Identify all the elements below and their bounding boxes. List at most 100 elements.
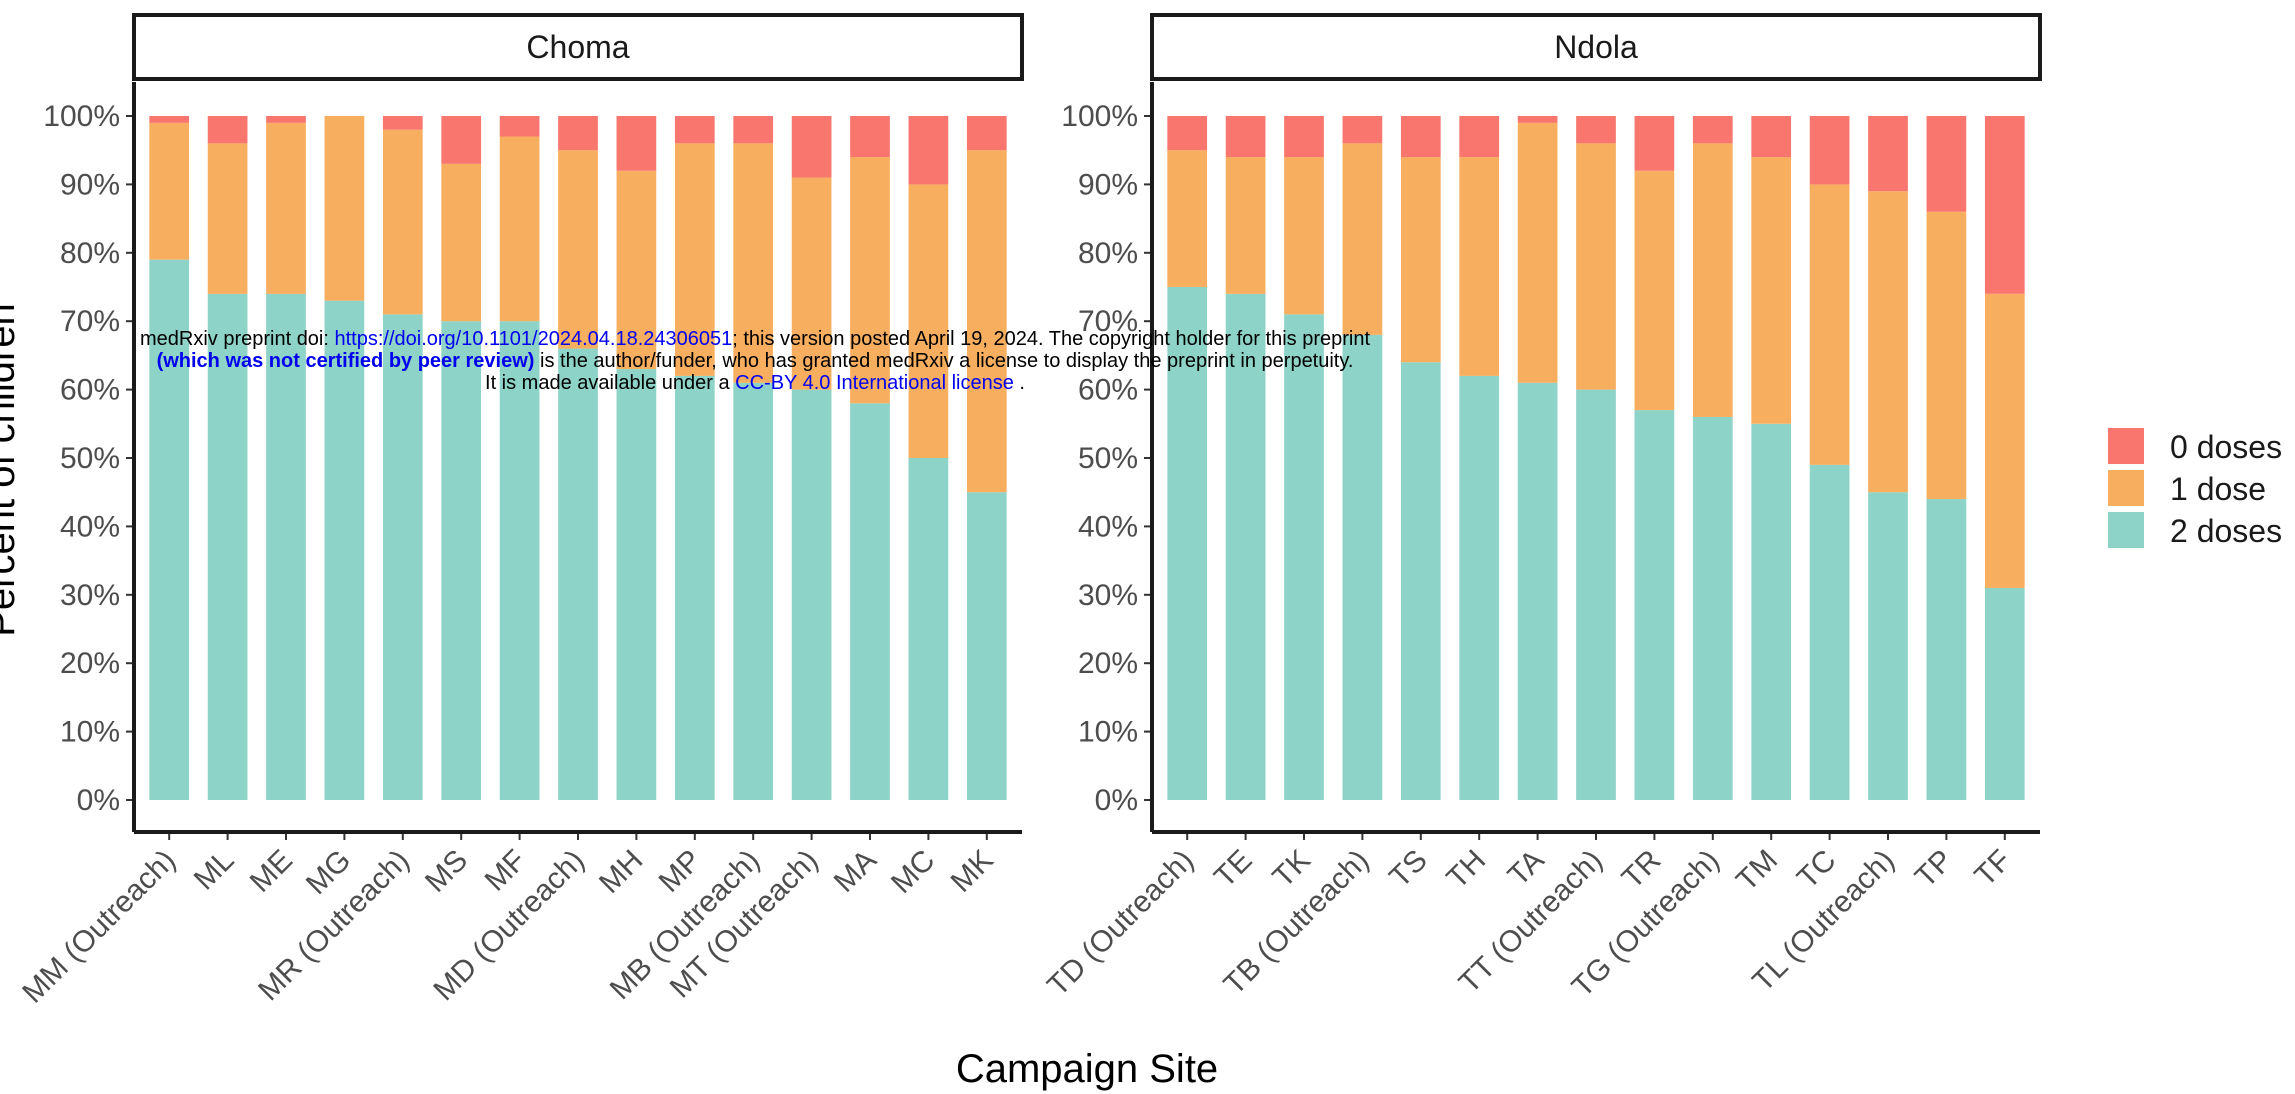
y-tick-label: 90% bbox=[60, 168, 120, 201]
bar-2-doses bbox=[1634, 410, 1675, 800]
bar-2-doses bbox=[733, 382, 774, 800]
bar-2-doses bbox=[1984, 587, 2025, 800]
y-axis-title: Percent of children bbox=[0, 303, 23, 637]
y-tick-label: 30% bbox=[1078, 579, 1138, 612]
x-tick-label: MM (Outreach) bbox=[16, 844, 182, 1010]
x-tick-label: TH bbox=[1441, 844, 1493, 896]
chart-legend: 0 doses 1 dose 2 doses bbox=[2108, 428, 2282, 549]
bar-1-dose bbox=[1400, 157, 1441, 363]
bar-2-doses bbox=[499, 321, 540, 800]
x-tick-label: MA bbox=[828, 844, 883, 899]
bar-1-dose bbox=[499, 136, 540, 322]
y-tick-label: 80% bbox=[60, 237, 120, 270]
bar-0-doses bbox=[733, 116, 774, 144]
bar-2-doses bbox=[441, 321, 482, 800]
y-tick-label: 60% bbox=[1078, 374, 1138, 407]
bar-2-doses bbox=[1809, 464, 1850, 800]
bar-0-doses bbox=[1225, 116, 1266, 158]
bar-0-doses bbox=[1576, 116, 1616, 144]
bar-1-dose bbox=[1692, 143, 1733, 417]
watermark-doi-prefix: medRxiv preprint doi: bbox=[139, 328, 335, 350]
y-tick-label: 30% bbox=[60, 579, 120, 612]
x-tick-label: TP bbox=[1909, 844, 1959, 894]
watermark-availability-prefix: It is made available under a bbox=[485, 372, 736, 394]
bar-1-dose bbox=[1868, 191, 1908, 493]
x-tick-label: ME bbox=[244, 844, 299, 899]
y-tick-label: 90% bbox=[1078, 168, 1138, 201]
doi-link[interactable]: https://doi.org/10.1101/2024.04.18.24306… bbox=[334, 328, 733, 350]
y-tick-label: 50% bbox=[60, 442, 120, 475]
watermark-line-2: (which was not certified by peer review)… bbox=[0, 350, 1510, 372]
legend-swatch bbox=[2108, 470, 2144, 506]
facet-strip bbox=[132, 13, 1024, 81]
bar-2-doses bbox=[207, 293, 248, 800]
y-tick-label: 60% bbox=[60, 374, 120, 407]
bar-0-doses bbox=[1926, 116, 1967, 212]
bar-1-dose bbox=[207, 143, 248, 294]
y-tick-label: 0% bbox=[1095, 784, 1138, 817]
x-tick-label: TM bbox=[1730, 844, 1784, 898]
bar-2-doses bbox=[1868, 492, 1908, 800]
bar-0-doses bbox=[1167, 116, 1208, 151]
x-tick-label: ML bbox=[188, 844, 241, 897]
bar-1-dose bbox=[1576, 143, 1616, 390]
bar-0-doses bbox=[674, 116, 715, 144]
bar-1-dose bbox=[266, 122, 306, 294]
legend-label: 2 doses bbox=[2170, 513, 2282, 549]
legend-swatch bbox=[2108, 428, 2144, 464]
facet-strip-label: Choma bbox=[526, 29, 629, 65]
bar-1-dose bbox=[1342, 143, 1383, 335]
watermark-doi-suffix: ; this version posted April 19, 2024. Th… bbox=[732, 328, 1371, 350]
bar-0-doses bbox=[1809, 116, 1850, 185]
y-tick-label: 70% bbox=[1078, 305, 1138, 338]
bar-2-doses bbox=[1400, 362, 1441, 800]
y-tick-label: 20% bbox=[1078, 647, 1138, 680]
watermark-license-text: is the author/funder, who has granted me… bbox=[534, 350, 1354, 372]
bar-0-doses bbox=[441, 116, 482, 164]
bar-0-doses bbox=[850, 116, 890, 158]
bar-1-dose bbox=[733, 143, 774, 383]
bar-1-dose bbox=[908, 184, 949, 458]
facet-strip-label: Ndola bbox=[1554, 29, 1638, 65]
watermark-availability-suffix: . bbox=[1013, 372, 1025, 394]
bar-2-doses bbox=[1284, 314, 1324, 800]
watermark-peer-review-note: (which was not certified by peer review) bbox=[156, 350, 535, 372]
bar-1-dose bbox=[616, 170, 657, 370]
bar-2-doses bbox=[149, 259, 190, 800]
bar-0-doses bbox=[1692, 116, 1733, 144]
bar-2-doses bbox=[850, 403, 890, 800]
bar-1-dose bbox=[1751, 157, 1792, 424]
bar-0-doses bbox=[1517, 116, 1558, 123]
x-tick-label: TF bbox=[1968, 844, 2017, 893]
bar-0-doses bbox=[1751, 116, 1792, 158]
bar-2-doses bbox=[1167, 287, 1208, 800]
bar-0-doses bbox=[966, 116, 1007, 151]
bar-2-doses bbox=[324, 300, 365, 800]
bar-1-dose bbox=[1984, 293, 2025, 588]
y-tick-label: 40% bbox=[60, 510, 120, 543]
y-tick-label: 80% bbox=[1078, 237, 1138, 270]
bar-1-dose bbox=[1167, 150, 1208, 287]
bar-2-doses bbox=[966, 492, 1007, 800]
x-tick-label: MS bbox=[419, 844, 474, 899]
bar-0-doses bbox=[207, 116, 248, 144]
license-link[interactable]: CC-BY 4.0 International license bbox=[735, 372, 1014, 394]
legend-swatch bbox=[2108, 512, 2144, 548]
watermark-line-3: It is made available under a CC-BY 4.0 I… bbox=[0, 372, 1510, 394]
bar-1-dose bbox=[1809, 184, 1850, 465]
x-tick-label: MC bbox=[885, 844, 941, 900]
legend-label: 0 doses bbox=[2170, 429, 2282, 465]
y-tick-label: 100% bbox=[43, 100, 120, 133]
x-tick-label: TS bbox=[1383, 844, 1433, 894]
x-axis-title: Campaign Site bbox=[956, 1047, 1218, 1091]
y-tick-label: 100% bbox=[1061, 100, 1138, 133]
bar-2-doses bbox=[266, 293, 306, 800]
bar-2-doses bbox=[1576, 389, 1616, 800]
facet-strip bbox=[1150, 13, 2042, 81]
bar-0-doses bbox=[558, 116, 598, 151]
bar-1-dose bbox=[1459, 157, 1500, 376]
bar-1-dose bbox=[674, 143, 715, 376]
y-tick-label: 70% bbox=[60, 305, 120, 338]
bar-2-doses bbox=[674, 375, 715, 800]
